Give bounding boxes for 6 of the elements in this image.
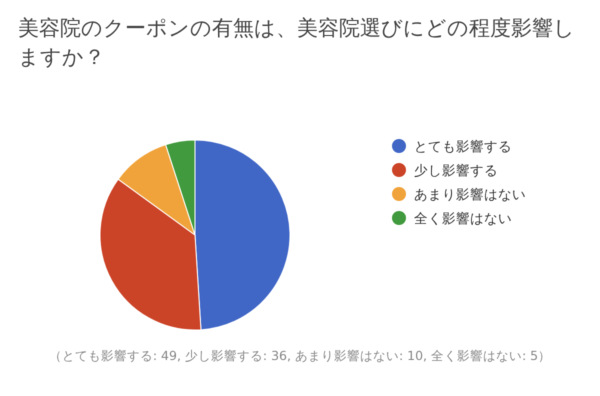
chart-title: 美容院のクーポンの有無は、美容院選びにどの程度影響しますか？ [18,15,576,71]
text: （とても影響する: 49, 少し影響する: 36, あまり影響はない: 10, 全く影響はない: 5） [48,348,552,365]
legend-label: 少し影響する [414,163,498,179]
legend-label: とても影響する [414,139,512,155]
legend-label: 全く影響はない [414,211,512,227]
legend-label: あまり影響はない [414,187,526,203]
